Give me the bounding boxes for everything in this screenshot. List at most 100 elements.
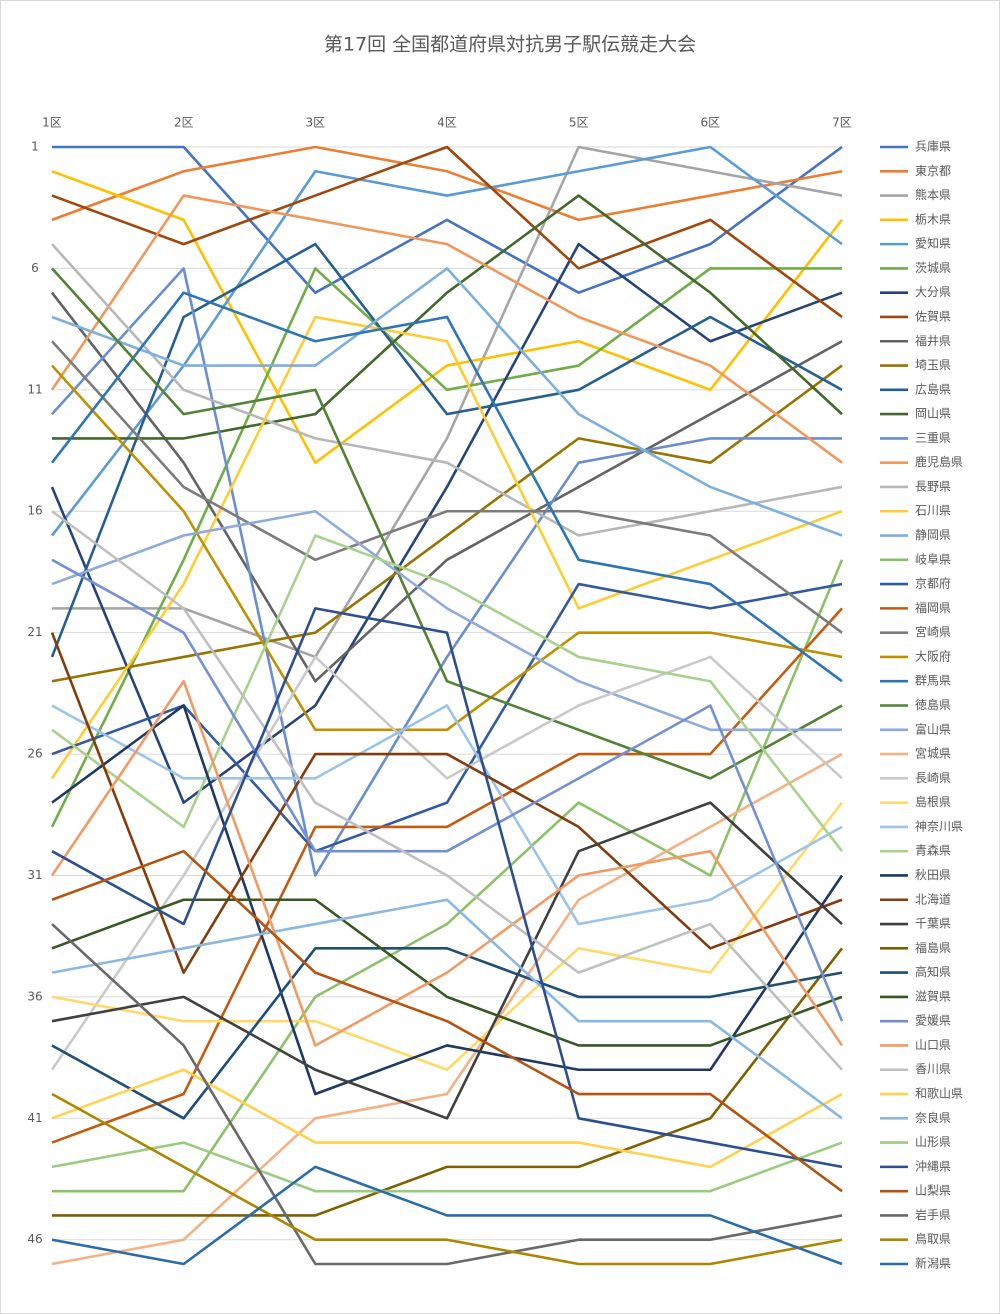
series-line <box>51 1068 843 1169</box>
series-line <box>50 655 843 1071</box>
legend-label: 兵庫県 <box>915 140 951 154</box>
series-line <box>51 364 843 683</box>
series-line <box>51 170 844 464</box>
legend-label: 岐阜県 <box>915 552 951 566</box>
legend-label: 長野県 <box>915 479 951 493</box>
y-tick-label: 1 <box>31 140 39 154</box>
legend-label: 千葉県 <box>915 917 951 931</box>
legend-label: 福井県 <box>915 333 951 348</box>
series-line <box>51 558 844 1022</box>
series-line <box>50 315 843 780</box>
legend-label: 三重県 <box>915 431 951 445</box>
series-line <box>51 364 843 732</box>
y-tick-label: 21 <box>27 625 42 639</box>
series-line <box>51 1165 843 1266</box>
legend-label: 奈良県 <box>915 1110 951 1125</box>
x-tick-label: 7区 <box>832 116 852 130</box>
chart-title: 第17回 全国都道府県対抗男子駅伝競走大会 <box>324 34 696 56</box>
legend-label: 山口県 <box>915 1038 951 1052</box>
legend-label: 沖縄県 <box>915 1158 951 1173</box>
x-tick-label: 3区 <box>306 116 326 130</box>
legend-label: 北海道 <box>915 891 951 906</box>
legend-label: 和歌山県 <box>915 1086 963 1101</box>
legend-label: 香川県 <box>915 1062 951 1076</box>
series-line <box>51 145 843 319</box>
legend-label: 大阪府 <box>915 648 951 663</box>
legend-label: 長崎県 <box>915 771 951 785</box>
x-tick-label: 1区 <box>42 116 62 130</box>
legend-label: 徳島県 <box>915 697 951 712</box>
x-tick-label: 2区 <box>174 116 194 130</box>
legend-label: 富山県 <box>915 721 951 736</box>
legend-label: 新潟県 <box>915 1256 951 1271</box>
legend-label: 山梨県 <box>915 1184 951 1198</box>
legend-label: 山形県 <box>915 1135 951 1149</box>
series-line <box>51 947 843 1120</box>
x-tick-label: 4区 <box>437 116 457 130</box>
series-line <box>50 679 844 1047</box>
y-tick-label: 46 <box>27 1232 42 1246</box>
series-line <box>51 509 842 732</box>
legend-label: 秋田県 <box>915 868 951 882</box>
legend-label: 鹿児島県 <box>915 454 963 469</box>
y-tick-label: 11 <box>27 382 42 396</box>
legend-label: 岡山県 <box>915 407 951 421</box>
legend-label: 京都府 <box>915 576 951 591</box>
series-line <box>51 607 843 1144</box>
y-tick-label: 41 <box>27 1111 42 1125</box>
legend-label: 宮城県 <box>915 746 951 761</box>
legend-label: 島根県 <box>915 794 951 809</box>
x-tick-label: 6区 <box>701 116 721 130</box>
y-tick-label: 6 <box>31 261 39 275</box>
legend-label: 石川県 <box>915 504 951 518</box>
y-tick-label: 26 <box>27 747 42 761</box>
legend-label: 栃木県 <box>915 212 951 226</box>
y-tick-label: 31 <box>27 868 42 882</box>
series-line <box>51 267 842 877</box>
series-line <box>50 291 843 683</box>
series-line <box>50 267 842 828</box>
y-tick-label: 36 <box>27 989 42 1003</box>
y-tick-label: 16 <box>27 504 42 518</box>
series-line <box>51 704 844 1096</box>
series-line <box>52 947 844 1217</box>
series-line <box>51 1141 843 1193</box>
legend-label: 群馬県 <box>915 674 951 688</box>
legend-label: 滋賀県 <box>915 989 951 1003</box>
series-line <box>52 559 844 1193</box>
series-line <box>51 510 843 1071</box>
legend-label: 福島県 <box>915 940 951 955</box>
legend-label: 熊本県 <box>915 187 951 202</box>
series-line <box>51 752 843 1266</box>
legend-label: 神奈川県 <box>915 819 963 833</box>
legend-label: 広島県 <box>915 381 951 396</box>
series-line <box>51 923 843 1266</box>
series-line <box>51 801 844 1072</box>
series-line <box>51 898 843 1047</box>
series-line <box>50 242 843 658</box>
series-line <box>51 607 843 1169</box>
series-line <box>51 704 843 926</box>
series-line <box>51 1092 843 1266</box>
legend-label: 大分県 <box>915 285 951 299</box>
legend-label: 佐賀県 <box>915 309 951 323</box>
series-line <box>51 801 843 1120</box>
legend-label: 岩手県 <box>915 1207 951 1222</box>
legend-label: 高知県 <box>915 964 951 979</box>
series-line <box>51 340 843 634</box>
legend-label: 静岡県 <box>915 528 951 542</box>
legend-label: 宮崎県 <box>915 624 951 639</box>
legend-label: 福岡県 <box>915 600 951 615</box>
x-tick-label: 5区 <box>569 116 589 130</box>
series-line <box>51 145 843 222</box>
series-line <box>51 534 844 852</box>
series-line <box>52 194 843 440</box>
legend-label: 愛媛県 <box>915 1014 951 1028</box>
legend-label: 青森県 <box>915 843 951 858</box>
series-line <box>51 243 843 537</box>
legend-label: 埼玉県 <box>915 358 951 372</box>
legend-label: 愛知県 <box>915 237 951 251</box>
series-line <box>50 291 843 683</box>
series-line <box>51 849 843 1193</box>
series-line <box>50 194 843 464</box>
